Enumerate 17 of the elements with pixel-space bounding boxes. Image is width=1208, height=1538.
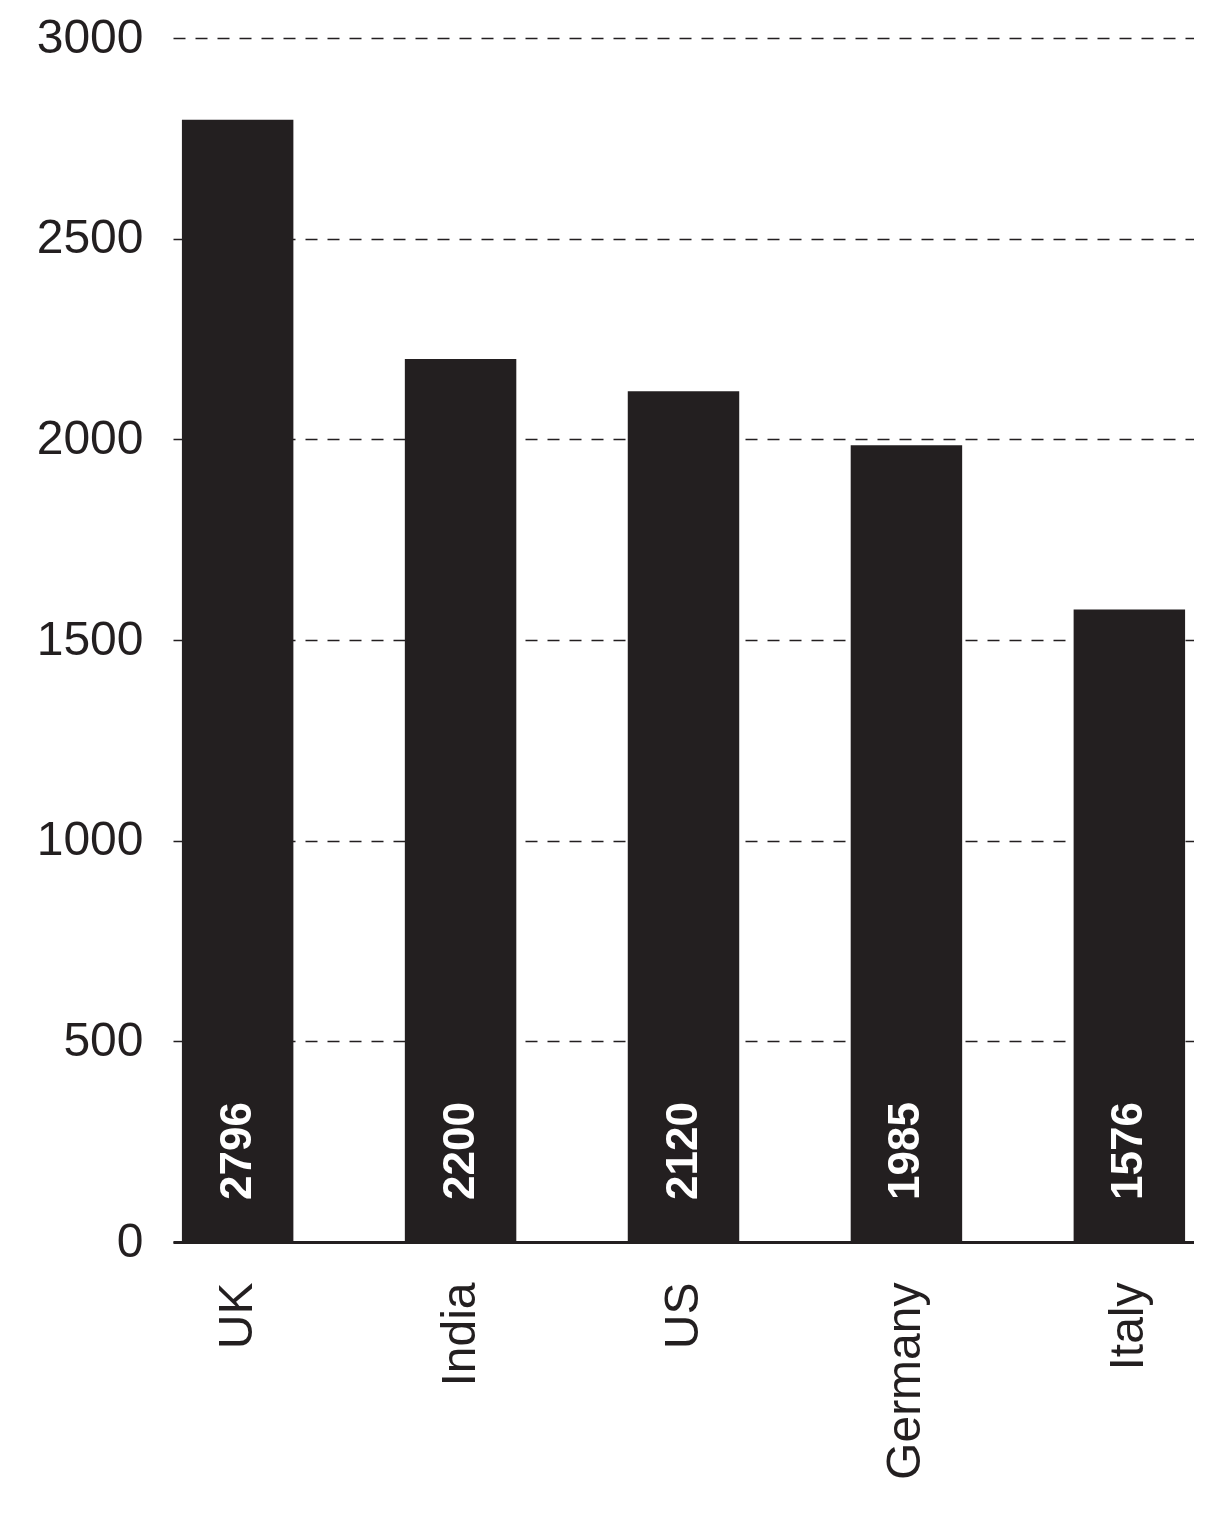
data-label: 2796	[210, 1102, 260, 1200]
y-tick-label: 2500	[36, 210, 144, 264]
y-tick-label: 3000	[36, 9, 144, 63]
data-label: 2120	[656, 1102, 706, 1200]
x-tick-label: US	[654, 1282, 708, 1350]
x-tick-label: Italy	[1100, 1282, 1154, 1371]
data-label: 1576	[1102, 1102, 1152, 1200]
y-tick-label: 500	[63, 1012, 144, 1066]
y-tick-label: 2000	[36, 410, 144, 464]
y-tick-label: 0	[116, 1213, 144, 1267]
x-tick-label: India	[431, 1282, 485, 1387]
y-tick-label: 1000	[36, 812, 144, 866]
x-tick-label: Germany	[877, 1282, 931, 1480]
data-label: 2200	[433, 1102, 483, 1200]
y-tick-label: 1500	[36, 611, 144, 665]
data-label: 1985	[879, 1102, 929, 1200]
x-tick-label: UK	[208, 1282, 262, 1350]
